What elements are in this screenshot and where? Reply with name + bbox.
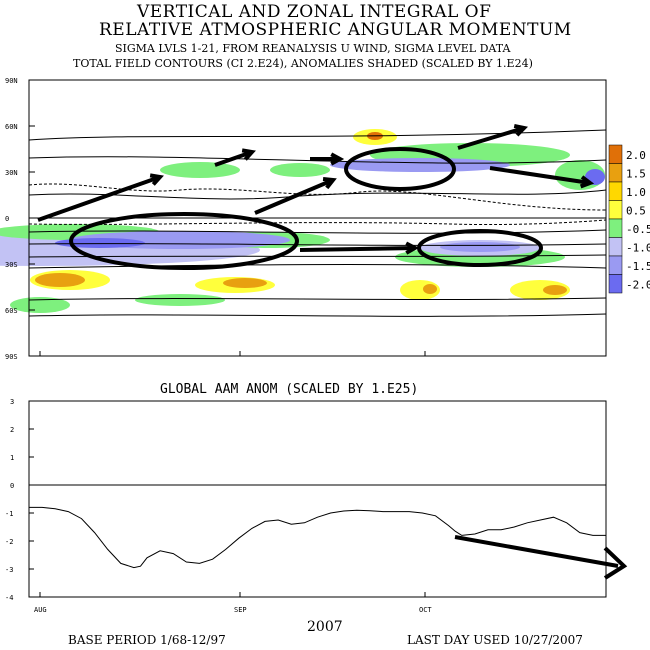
colorbar-label-1: 1.5 (626, 168, 646, 181)
field-contour-1 (28, 156, 607, 164)
dashed-contour-0 (28, 183, 607, 211)
colorbar-label-4: -0.5 (626, 223, 650, 236)
aam-anomaly-series (29, 506, 606, 569)
dashed-contour-1 (28, 219, 607, 226)
annotation-arrow-1 (214, 150, 253, 167)
anomaly-blob-15 (223, 278, 267, 288)
x-tick-label-2: OCT (419, 606, 432, 614)
title-line-2: RELATIVE ATMOSPHERIC ANGULAR MOMENTUM (99, 20, 572, 40)
y-tick-label-5: -2 (5, 538, 13, 546)
lat-label-1: 60N (5, 123, 18, 131)
colorbar-label-2: 1.0 (626, 186, 646, 199)
colorbar-label-3: 0.5 (626, 205, 646, 218)
annotation-arrowhead-4 (513, 123, 528, 137)
y-tick-label-4: -1 (5, 510, 13, 518)
colorbar-swatch-0 (608, 144, 623, 164)
colorbar-swatch-7 (608, 274, 623, 294)
colorbar-swatch-2 (608, 181, 623, 201)
annotation-arrowhead-2 (322, 177, 337, 190)
y-tick-label-7: -4 (5, 594, 13, 602)
annotation-arrow-5 (489, 166, 591, 185)
lat-label-0: 90N (5, 77, 18, 85)
field-contour-6 (28, 264, 607, 269)
annotation-arrow-6 (299, 246, 416, 252)
annotation-trend-arrowhead (603, 546, 628, 580)
last-day-used: LAST DAY USED 10/27/2007 (407, 633, 583, 647)
colorbar-swatch-3 (608, 200, 623, 220)
annotation-arrowhead-0 (149, 173, 164, 186)
line-chart-title: GLOBAL AAM ANOM (SCALED BY 1.E25) (160, 382, 418, 397)
anomaly-blob-3 (160, 162, 240, 178)
annotation-arrow-4 (457, 126, 525, 150)
title-line-1: VERTICAL AND ZONAL INTEGRAL OF (137, 2, 492, 22)
anomaly-blob-11 (440, 242, 520, 252)
lat-label-6: 90S (5, 353, 18, 361)
colorbar-label-7: -2.0 (626, 279, 650, 292)
annotation-arrowhead-1 (241, 148, 256, 161)
field-contour-0 (28, 129, 607, 141)
annotation-oval-south-1 (69, 212, 299, 270)
field-contour-3 (28, 229, 607, 234)
annotation-trend-arrow (454, 535, 619, 568)
subtitle-line-1: SIGMA LVLS 1-21, FROM REANALYSIS U WIND,… (115, 42, 511, 55)
anomaly-blob-9 (330, 158, 510, 172)
anomaly-blob-22 (10, 297, 70, 313)
field-contour-5 (28, 254, 607, 258)
y-tick-label-6: -3 (5, 566, 13, 574)
x-tick-label-0: AUG (34, 606, 47, 614)
anomaly-blob-23 (135, 294, 225, 306)
line-chart-frame (28, 400, 607, 598)
lat-label-3: 0 (5, 215, 9, 223)
annotation-oval-north (344, 147, 456, 191)
colorbar-swatch-6 (608, 255, 623, 275)
annotation-arrow-0 (37, 175, 161, 222)
colorbar-label-6: -1.5 (626, 260, 650, 273)
colorbar-label-0: 2.0 (626, 149, 646, 162)
subtitle-line-2: TOTAL FIELD CONTOURS (CI 2.E24), ANOMALI… (73, 57, 533, 70)
colorbar-swatch-4 (608, 218, 623, 238)
anomaly-blob-13 (35, 273, 85, 287)
y-tick-label-0: 3 (10, 398, 14, 406)
anomaly-blob-17 (423, 284, 437, 294)
anomaly-blob-8 (55, 238, 145, 248)
annotation-arrowhead-3 (330, 152, 345, 166)
y-tick-label-1: 2 (10, 426, 14, 434)
lat-label-2: 30N (5, 169, 18, 177)
y-tick-label-3: 0 (10, 482, 14, 490)
base-period: BASE PERIOD 1/68-12/97 (68, 633, 226, 647)
anomaly-blob-5 (270, 163, 330, 177)
annotation-arrow-2 (254, 178, 334, 215)
field-contour-8 (28, 313, 607, 317)
lat-label-5: 60S (5, 307, 18, 315)
y-tick-label-2: 1 (10, 454, 14, 462)
field-contour-4 (28, 243, 607, 246)
annotation-arrowhead-6 (405, 241, 420, 255)
colorbar-swatch-1 (608, 163, 623, 183)
x-tick-label-1: SEP (234, 606, 247, 614)
annotation-arrowhead-5 (579, 175, 595, 189)
field-contour-7 (28, 297, 607, 301)
anomaly-blob-19 (543, 285, 567, 295)
lat-label-4: 30S (5, 261, 18, 269)
colorbar-swatch-5 (608, 237, 623, 257)
colorbar-label-5: -1.0 (626, 242, 650, 255)
year-label: 2007 (307, 619, 343, 635)
